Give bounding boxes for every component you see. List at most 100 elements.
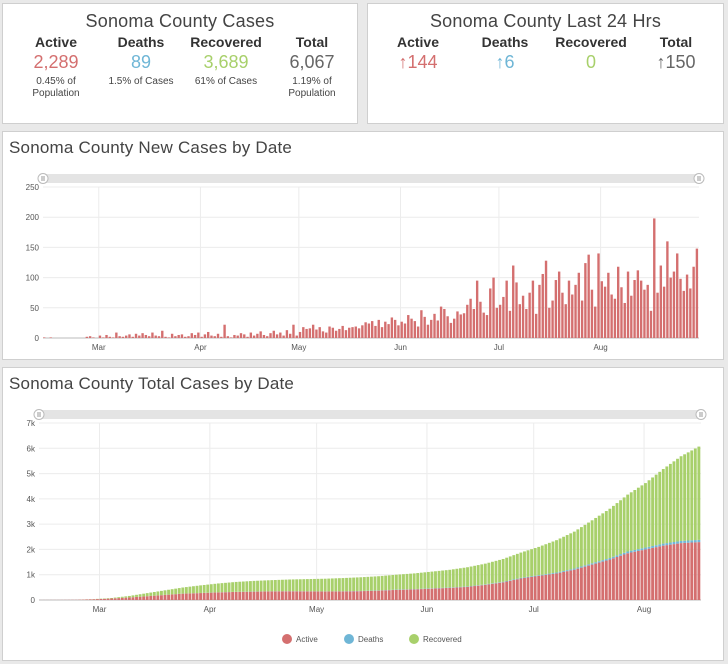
y-tick-label: 50 <box>30 304 39 313</box>
total-recovered-bar <box>384 575 388 591</box>
legend-swatch-recovered <box>409 634 419 644</box>
total-recovered-bar <box>370 576 373 591</box>
total-recovered-bar <box>466 567 469 587</box>
range-slider-track[interactable] <box>39 410 701 419</box>
new-cases-bar <box>449 322 453 338</box>
total-recovered-bar <box>597 515 601 562</box>
total-active-bar <box>199 593 203 600</box>
new-cases-bar <box>400 321 403 338</box>
new-cases-bar <box>538 284 541 338</box>
new-cases-bar <box>164 336 167 338</box>
total-recovered-bar <box>487 562 491 584</box>
total-active-bar <box>601 561 605 600</box>
new-cases-bar <box>269 333 272 338</box>
stat-deaths: Deaths 89 1.5% of Cases <box>96 34 186 88</box>
total-active-bar <box>252 591 256 600</box>
new-cases-bar <box>49 337 52 338</box>
range-slider-left-handle[interactable] <box>33 409 45 420</box>
total-recovered-bar <box>462 567 466 587</box>
total-recovered-bar <box>345 577 348 592</box>
total-deaths-bar <box>576 567 580 569</box>
new-cases-bar <box>154 335 157 338</box>
new-cases-bar <box>475 280 479 338</box>
total-active-bar <box>672 544 676 600</box>
last24-deaths-label: Deaths <box>481 34 529 50</box>
range-slider-right-handle[interactable] <box>695 409 707 420</box>
new-cases-bar <box>138 335 141 338</box>
range-slider-right-handle[interactable] <box>693 173 705 184</box>
total-recovered-bar <box>612 505 615 557</box>
total-recovered-bar <box>494 560 498 583</box>
stat-total-sub1: 1.19% of <box>292 76 332 87</box>
total-recovered-bar <box>544 544 548 575</box>
total-deaths-bar <box>686 540 690 543</box>
new-cases-bar <box>302 327 305 338</box>
new-cases-bar <box>311 324 315 338</box>
new-cases-bar <box>275 334 279 338</box>
total-recovered-bar <box>263 580 267 592</box>
new-cases-bar <box>226 336 230 338</box>
total-active-bar <box>334 591 338 600</box>
new-cases-bar <box>108 336 111 338</box>
total-recovered-bar <box>451 569 455 588</box>
total-active-bar <box>537 575 541 600</box>
new-cases-bar <box>482 312 485 338</box>
total-cases-chart-panel: Sonoma County Total Cases by Date 0 1k 2k 3… <box>2 367 724 661</box>
legend-swatch-active <box>282 634 292 644</box>
new-cases-bar <box>512 265 515 338</box>
total-active-bar <box>572 569 576 600</box>
new-cases-bar <box>410 318 413 338</box>
stat-total-value: 6,067 <box>289 52 335 72</box>
total-active-bar <box>629 552 633 600</box>
new-cases-bar <box>92 337 95 338</box>
total-recovered-bar <box>320 578 324 592</box>
new-cases-bar <box>207 331 210 338</box>
x-tick-label: Jul <box>529 605 539 614</box>
total-recovered-bar <box>665 466 669 544</box>
total-active-bar <box>515 579 519 600</box>
total-active-bar <box>202 592 206 600</box>
new-cases-bar <box>676 253 679 338</box>
total-recovered-bar <box>199 585 203 593</box>
new-cases-bar <box>115 332 118 338</box>
range-slider-left-handle[interactable] <box>37 173 49 184</box>
total-recovered-bar <box>562 536 566 571</box>
new-cases-bar <box>85 336 89 338</box>
new-cases-bar <box>505 280 508 338</box>
total-active-bar <box>647 548 651 600</box>
range-slider-track[interactable] <box>43 174 699 183</box>
total-deaths-bar <box>597 561 601 563</box>
last24-recovered: Recovered 0 <box>546 34 636 73</box>
total-deaths-bar <box>551 573 555 574</box>
total-active-bar <box>220 592 224 600</box>
total-active-bar <box>256 591 259 600</box>
total-recovered-bar <box>117 597 121 599</box>
total-active-bar <box>619 555 622 600</box>
total-active-bar <box>405 589 409 600</box>
total-active-bar <box>330 591 334 600</box>
total-active-bar <box>163 594 167 600</box>
total-recovered-bar <box>149 592 153 596</box>
legend-swatch-deaths <box>344 634 354 644</box>
new-cases-bar <box>292 324 295 338</box>
total-recovered-bar <box>120 596 124 598</box>
total-recovered-bar <box>604 511 608 560</box>
new-cases-bar <box>656 292 659 338</box>
y-tick-label: 0 <box>31 596 36 605</box>
new-cases-bar <box>348 327 351 338</box>
total-active-bar <box>359 591 363 600</box>
total-active-bar <box>491 583 494 600</box>
new-cases-bar <box>161 330 164 338</box>
total-recovered-bar <box>644 483 647 548</box>
new-cases-bar <box>131 336 134 338</box>
total-active-bar <box>320 591 324 600</box>
total-active-bar <box>668 544 672 600</box>
new-cases-bar <box>443 309 446 338</box>
new-cases-bar <box>649 310 653 338</box>
new-cases-bar <box>433 313 436 338</box>
new-cases-bar <box>466 304 469 338</box>
new-cases-bar <box>515 282 518 338</box>
stat-active-label: Active <box>34 34 78 50</box>
total-deaths-bar <box>644 547 647 550</box>
total-active-bar <box>273 591 277 600</box>
